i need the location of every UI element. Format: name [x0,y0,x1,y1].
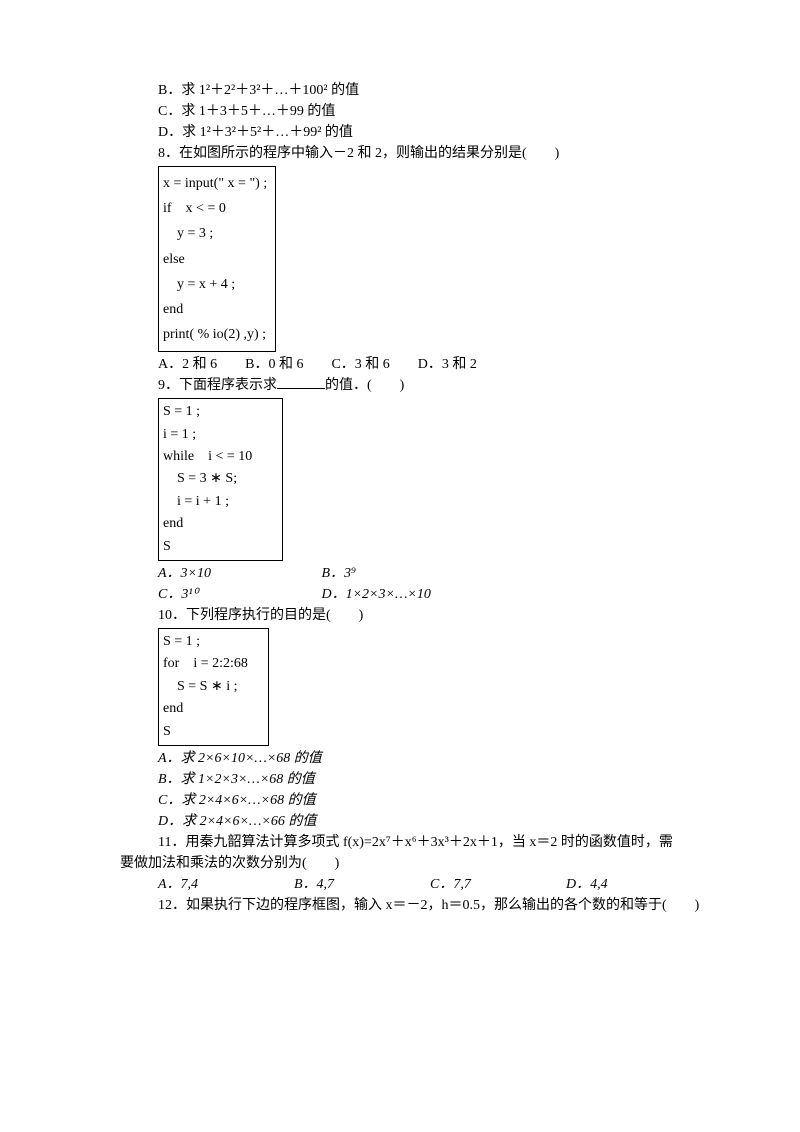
code-line: while i < = 10 [163,446,252,468]
q9-text: 9．下面程序表示求 的值．( ) [100,375,700,396]
code-line: if x < = 0 [163,196,267,221]
code-box-3: S = 1 ; for i = 2:2:68 S = S ∗ i ; end S [158,628,269,746]
q10-opt-a: A．求 2×6×10×…×68 的值 [100,748,700,769]
code-line: x = input(" x = ") ; [163,171,267,196]
opt-d: D．求 1²＋3²＋5²＋…＋99² 的值 [100,122,700,143]
code-line: end [163,297,267,322]
q9-opt-d: D．1×2×3×…×10 [322,587,431,602]
q10-opt-c: C．求 2×4×6×…×68 的值 [100,790,700,811]
q10-opt-d: D．求 2×4×6×…×66 的值 [100,811,700,832]
q10-opt-b: B．求 1×2×3×…×68 的值 [100,769,700,790]
code-line: S = 1 ; [163,401,252,423]
q9-options-row2: C．3¹⁰ D．1×2×3×…×10 [100,584,700,605]
q9-opt-c: C．3¹⁰ [158,584,318,605]
page: B．求 1²＋2²＋3²＋…＋100² 的值 C．求 1＋3＋5＋…＋99 的值… [0,0,800,996]
blank-underline [277,388,325,389]
q8-options: A．2 和 6 B．0 和 6 C．3 和 6 D．3 和 2 [100,354,700,375]
code-line: for i = 2:2:68 [163,653,248,675]
code-box-1: x = input(" x = ") ; if x < = 0 y = 3 ; … [158,166,276,352]
code-line: else [163,247,267,272]
q9-opt-a: A．3×10 [158,563,318,584]
code-line: i = 1 ; [163,424,252,446]
q10-text: 10．下列程序执行的目的是( ) [100,605,700,626]
q12-text: 12．如果执行下边的程序框图，输入 x＝－2，h＝0.5，那么输出的各个数的和等… [100,895,700,916]
q11-opt-b: B．4,7 [294,874,394,895]
code-line: S [163,536,252,558]
code-line: y = x + 4 ; [163,272,267,297]
code-line: S [163,721,248,743]
code-line: end [163,513,252,535]
code-line: print( % io(2) ,y) ; [163,322,267,347]
code-box-2: S = 1 ; i = 1 ; while i < = 10 S = 3 ∗ S… [158,398,283,561]
code-line: S = 1 ; [163,631,248,653]
q11-opt-a: A．7,4 [158,874,258,895]
q11-text-b: 要做加法和乘法的次数分别为( ) [100,853,700,874]
q11-text: 11．用秦九韶算法计算多项式 f(x)=2x⁷＋x⁶＋3x³＋2x＋1，当 x＝… [100,832,700,853]
q11-opt-d: D．4,4 [566,874,608,895]
q8-text: 8．在如图所示的程序中输入－2 和 2，则输出的结果分别是( ) [100,143,700,164]
code-line: i = i + 1 ; [163,491,252,513]
code-line: end [163,698,248,720]
opt-c: C．求 1＋3＋5＋…＋99 的值 [100,101,700,122]
q11-options: A．7,4 B．4,7 C．7,7 D．4,4 [100,874,700,895]
code-line: S = S ∗ i ; [163,676,248,698]
code-line: S = 3 ∗ S; [163,468,252,490]
q9-suffix: 的值．( ) [325,378,404,393]
q9-opt-b: B．3⁹ [322,566,356,581]
q11-opt-c: C．7,7 [430,874,530,895]
q9-prefix: 9．下面程序表示求 [158,378,277,393]
code-line: y = 3 ; [163,221,267,246]
q9-options-row1: A．3×10 B．3⁹ [100,563,700,584]
opt-b: B．求 1²＋2²＋3²＋…＋100² 的值 [100,80,700,101]
